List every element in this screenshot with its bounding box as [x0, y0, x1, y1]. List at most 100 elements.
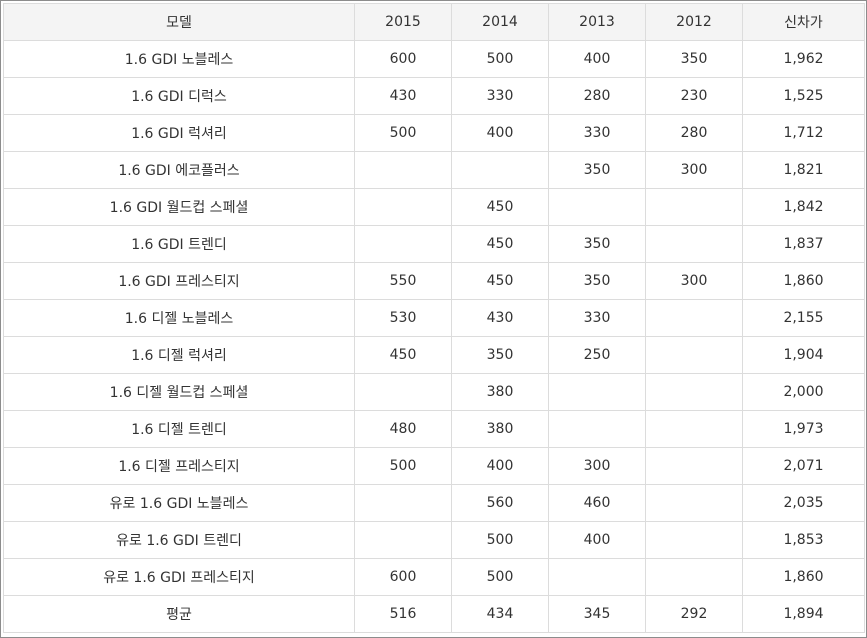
cell-model: 1.6 GDI 프레스티지 [3, 262, 355, 300]
header-2015: 2015 [354, 3, 452, 41]
cell-price-2013: 400 [548, 521, 646, 559]
cell-price-2014: 560 [451, 484, 549, 522]
cell-price-2015: 516 [354, 595, 452, 633]
table-row: 1.6 디젤 월드컵 스페셜 380 2,000 [3, 373, 865, 411]
table-row: 1.6 디젤 노블레스 530 430 330 2,155 [3, 299, 865, 337]
cell-price-2012 [645, 225, 743, 263]
cell-new-car-price: 1,842 [742, 188, 865, 226]
cell-model: 1.6 디젤 프레스티지 [3, 447, 355, 485]
table-row: 유로 1.6 GDI 노블레스 560 460 2,035 [3, 484, 865, 522]
cell-price-2013: 400 [548, 40, 646, 78]
cell-price-2012: 300 [645, 151, 743, 189]
cell-price-2015: 500 [354, 447, 452, 485]
cell-price-2014: 380 [451, 410, 549, 448]
table-row: 1.6 GDI 노블레스 600 500 400 350 1,962 [3, 40, 865, 78]
cell-new-car-price: 1,973 [742, 410, 865, 448]
average-row: 평균 516 434 345 292 1,894 [3, 595, 865, 633]
cell-price-2013: 350 [548, 151, 646, 189]
cell-price-2013 [548, 410, 646, 448]
cell-price-2015: 600 [354, 40, 452, 78]
cell-price-2014: 330 [451, 77, 549, 115]
cell-new-car-price: 1,821 [742, 151, 865, 189]
cell-price-2012 [645, 336, 743, 374]
cell-model: 1.6 GDI 에코플러스 [3, 151, 355, 189]
cell-price-2014: 380 [451, 373, 549, 411]
cell-price-2013: 350 [548, 225, 646, 263]
cell-price-2013: 330 [548, 114, 646, 152]
table-row: 1.6 디젤 트렌디 480 380 1,973 [3, 410, 865, 448]
table-row: 유로 1.6 GDI 트렌디 500 400 1,853 [3, 521, 865, 559]
cell-price-2013: 330 [548, 299, 646, 337]
cell-price-2015: 600 [354, 558, 452, 596]
cell-price-2015 [354, 151, 452, 189]
cell-price-2012: 280 [645, 114, 743, 152]
cell-price-2015: 500 [354, 114, 452, 152]
cell-model: 1.6 디젤 트렌디 [3, 410, 355, 448]
table-row: 1.6 디젤 럭셔리 450 350 250 1,904 [3, 336, 865, 374]
cell-new-car-price: 1,904 [742, 336, 865, 374]
cell-new-car-price: 1,837 [742, 225, 865, 263]
table-row: 1.6 디젤 프레스티지 500 400 300 2,071 [3, 447, 865, 485]
cell-price-2013: 280 [548, 77, 646, 115]
cell-price-2012 [645, 373, 743, 411]
cell-price-2015 [354, 188, 452, 226]
cell-new-car-price: 2,155 [742, 299, 865, 337]
table-body: 1.6 GDI 노블레스 600 500 400 350 1,962 1.6 GDI 디럭스… [3, 40, 865, 633]
cell-model: 1.6 디젤 월드컵 스페셜 [3, 373, 355, 411]
table-row: 유로 1.6 GDI 프레스티지 600 500 1,860 [3, 558, 865, 596]
header-model: 모델 [3, 3, 355, 41]
cell-price-2014: 350 [451, 336, 549, 374]
cell-model: 평균 [3, 595, 355, 633]
cell-model: 유로 1.6 GDI 프레스티지 [3, 558, 355, 596]
cell-price-2012: 292 [645, 595, 743, 633]
cell-price-2015 [354, 373, 452, 411]
cell-new-car-price: 1,894 [742, 595, 865, 633]
cell-model: 1.6 디젤 노블레스 [3, 299, 355, 337]
cell-price-2014: 430 [451, 299, 549, 337]
cell-price-2012 [645, 521, 743, 559]
cell-price-2013: 345 [548, 595, 646, 633]
cell-new-car-price: 2,000 [742, 373, 865, 411]
cell-price-2015: 450 [354, 336, 452, 374]
cell-price-2013: 300 [548, 447, 646, 485]
table-row: 1.6 GDI 월드컵 스페셜 450 1,842 [3, 188, 865, 226]
table-row: 1.6 GDI 에코플러스 350 300 1,821 [3, 151, 865, 189]
cell-price-2015: 480 [354, 410, 452, 448]
cell-price-2013: 350 [548, 262, 646, 300]
cell-price-2014: 450 [451, 225, 549, 263]
cell-model: 1.6 GDI 트렌디 [3, 225, 355, 263]
cell-model: 1.6 GDI 노블레스 [3, 40, 355, 78]
table-row: 1.6 GDI 럭셔리 500 400 330 280 1,712 [3, 114, 865, 152]
cell-price-2012 [645, 484, 743, 522]
cell-price-2014: 500 [451, 558, 549, 596]
cell-model: 1.6 GDI 디럭스 [3, 77, 355, 115]
cell-new-car-price: 1,853 [742, 521, 865, 559]
cell-model: 1.6 GDI 월드컵 스페셜 [3, 188, 355, 226]
cell-price-2015 [354, 225, 452, 263]
cell-price-2013: 460 [548, 484, 646, 522]
cell-price-2014: 434 [451, 595, 549, 633]
cell-price-2013 [548, 558, 646, 596]
cell-price-2014: 450 [451, 262, 549, 300]
cell-new-car-price: 1,860 [742, 262, 865, 300]
cell-price-2015: 530 [354, 299, 452, 337]
cell-price-2015: 430 [354, 77, 452, 115]
table-row: 1.6 GDI 프레스티지 550 450 350 300 1,860 [3, 262, 865, 300]
header-new-car-price: 신차가 [742, 3, 865, 41]
cell-new-car-price: 1,860 [742, 558, 865, 596]
table-row: 1.6 GDI 트렌디 450 350 1,837 [3, 225, 865, 263]
cell-price-2014: 400 [451, 114, 549, 152]
cell-price-2014: 500 [451, 40, 549, 78]
used-car-price-table: 모델 2015 2014 2013 2012 신차가 1.6 GDI 노블레스 6… [3, 3, 865, 633]
cell-price-2012 [645, 410, 743, 448]
cell-price-2014: 450 [451, 188, 549, 226]
cell-price-2012 [645, 188, 743, 226]
cell-price-2013: 250 [548, 336, 646, 374]
table-row: 1.6 GDI 디럭스 430 330 280 230 1,525 [3, 77, 865, 115]
cell-price-2012 [645, 558, 743, 596]
cell-new-car-price: 2,035 [742, 484, 865, 522]
cell-price-2012 [645, 299, 743, 337]
cell-price-2012: 350 [645, 40, 743, 78]
cell-model: 유로 1.6 GDI 트렌디 [3, 521, 355, 559]
